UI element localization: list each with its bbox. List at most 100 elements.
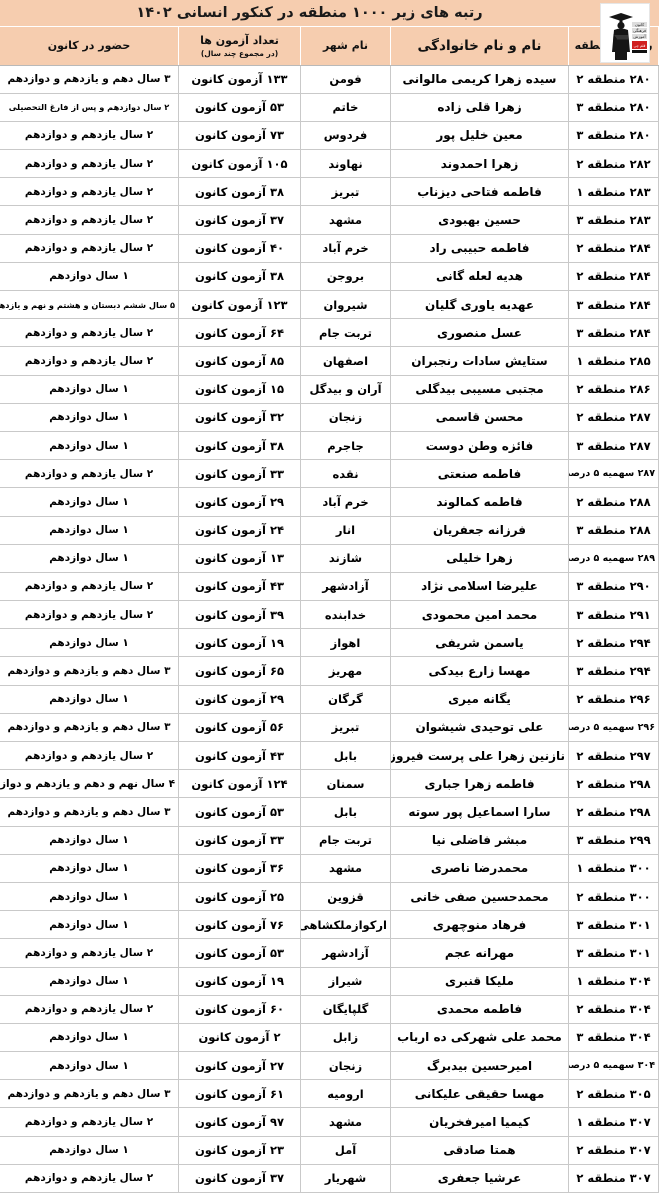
cell-exams: ۷۳ آزمون کانون xyxy=(178,120,301,151)
cell-name: زهرا قلی زاده xyxy=(390,92,569,122)
cell-name: ستایش سادات رنجبران xyxy=(390,346,569,376)
page-title: رتبه های زیر ۱۰۰۰ منطقه در کنکور انسانی … xyxy=(136,4,483,21)
table-row: ۲۸۰ منطقه ۳ زهرا قلی زاده خاتم ۵۳ آزمون کان… xyxy=(0,92,659,122)
cell-rank: ۳۰۵ منطقه ۲ xyxy=(568,1079,659,1109)
cell-years: ۲ سال یازدهم و دوازدهم xyxy=(0,1107,179,1137)
cell-years: ۱ سال دوازدهم xyxy=(0,1022,179,1053)
cell-name: فاطمه صنعتی xyxy=(390,459,569,489)
cell-rank: ۲۸۹ سهمیه ۵ درصد xyxy=(568,543,659,573)
header-row: رتبه در منطقه نام و نام خانوادگی نام شهر… xyxy=(0,27,659,66)
cell-name: فاطمه کمالوند xyxy=(390,487,569,517)
table-row: ۲۸۳ منطقه ۱ فاطمه فتاحی دیزناب تبریز ۳۸ آزم… xyxy=(0,177,659,207)
table-row: ۳۰۵ منطقه ۲ مهسا حقیقی علیکانی ارومیه ۶۱ آز… xyxy=(0,1079,659,1109)
cell-city: شازند xyxy=(300,543,391,573)
cell-years: ۲ سال یازدهم و دوازدهم xyxy=(0,994,179,1024)
cell-name: عهدیه یاوری گلیان xyxy=(390,289,569,320)
kanoon-logo-icon: کانون فرهنگی آموزش قلم چی xyxy=(601,4,649,62)
cell-exams: ۶۵ آزمون کانون xyxy=(178,656,301,686)
cell-rank: ۲۸۷ منطقه ۳ xyxy=(568,430,659,461)
cell-name: فاطمه فتاحی دیزناب xyxy=(390,177,569,207)
cell-name: عسل منصوری xyxy=(390,318,569,348)
svg-text:فرهنگی: فرهنگی xyxy=(633,28,646,33)
table-row: ۲۹۴ منطقه ۳ مهسا زارع بیدکی مهریز ۶۵ آزمون … xyxy=(0,656,659,686)
cell-exams: ۳۶ آزمون کانون xyxy=(178,853,301,883)
cell-rank: ۳۰۱ منطقه ۳ xyxy=(568,910,659,940)
cell-years: ۱ سال دوازدهم xyxy=(0,515,179,545)
svg-text:آموزش: آموزش xyxy=(633,34,646,39)
cell-years: ۲ سال یازدهم و دوازدهم xyxy=(0,459,179,489)
cell-rank: ۳۰۰ منطقه ۱ xyxy=(568,853,659,883)
cell-rank: ۲۸۷ منطقه ۲ xyxy=(568,402,659,432)
cell-city: مشهد xyxy=(300,1107,391,1137)
cell-years: ۱ سال دوازدهم xyxy=(0,402,179,432)
cell-rank: ۳۰۴ منطقه ۳ xyxy=(568,1022,659,1053)
cell-city: فردوس xyxy=(300,120,391,151)
cell-rank: ۳۰۰ منطقه ۲ xyxy=(568,881,659,912)
cell-rank: ۲۸۵ منطقه ۱ xyxy=(568,346,659,376)
cell-city: بروجن xyxy=(300,261,391,292)
cell-city: خرم آباد xyxy=(300,487,391,517)
cell-name: مجتبی مسیبی بیدگلی xyxy=(390,374,569,404)
table-row: ۲۹۰ منطقه ۳ علیرضا اسلامی نژاد آزادشهر ۴۳ آ… xyxy=(0,571,659,602)
cell-exams: ۲۳ آزمون کانون xyxy=(178,1135,301,1165)
table-row: ۳۰۴ منطقه ۱ ملیکا قنبری شیراز ۱۹ آزمون کانو… xyxy=(0,966,659,996)
cell-name: زهرا خلیلی xyxy=(390,543,569,573)
cell-exams: ۲۹ آزمون کانون xyxy=(178,684,301,714)
cell-name: امیرحسین بیدبرگ xyxy=(390,1051,569,1081)
cell-rank: ۳۰۷ منطقه ۲ xyxy=(568,1163,659,1193)
table-row: ۳۰۷ منطقه ۲ عرشیا جعفری شهریار ۳۷ آزمون کان… xyxy=(0,1163,659,1193)
cell-name: عرشیا جعفری xyxy=(390,1163,569,1193)
cell-city: آران و بیدگل xyxy=(300,374,391,404)
cell-name: فاطمه محمدی xyxy=(390,994,569,1024)
cell-city: مشهد xyxy=(300,853,391,883)
cell-years: ۲ سال یازدهم و دوازدهم xyxy=(0,1163,179,1193)
cell-exams: ۲۵ آزمون کانون xyxy=(178,881,301,912)
table-row: ۳۰۷ منطقه ۲ همتا صادقی آمل ۲۳ آزمون کانون ۱ … xyxy=(0,1135,659,1165)
cell-name: هدیه لعله گانی xyxy=(390,261,569,292)
cell-exams: ۸۵ آزمون کانون xyxy=(178,346,301,376)
cell-exams: ۴۰ آزمون کانون xyxy=(178,233,301,263)
kanoon-logo: کانون فرهنگی آموزش قلم چی xyxy=(600,3,650,63)
table-row: ۲۹۸ منطقه ۲ سارا اسماعیل پور سوته بابل ۵۳ آ… xyxy=(0,797,659,827)
cell-rank: ۲۹۰ منطقه ۳ xyxy=(568,571,659,602)
cell-exams: ۳۳ آزمون کانون xyxy=(178,825,301,855)
cell-name: نازنین زهرا علی پرست فیروزجائی xyxy=(390,740,569,771)
cell-name: سیده زهرا کریمی مالوانی xyxy=(390,64,569,94)
table-row: ۳۰۰ منطقه ۲ محمدحسین صفی خانی قزوین ۲۵ آزمو… xyxy=(0,881,659,912)
cell-years: ۱ سال دوازدهم xyxy=(0,430,179,461)
table-row: ۲۸۷ منطقه ۲ محسن قاسمی زنجان ۳۲ آزمون کانون… xyxy=(0,402,659,432)
cell-exams: ۳۳ آزمون کانون xyxy=(178,459,301,489)
cell-city: انار xyxy=(300,515,391,545)
cell-name: محمدرضا ناصری xyxy=(390,853,569,883)
column-header-exams-sublabel: (در مجموع چند سال) xyxy=(200,48,279,58)
cell-city: زابل xyxy=(300,1022,391,1053)
cell-name: معین خلیل پور xyxy=(390,120,569,151)
cell-rank: ۲۹۴ منطقه ۲ xyxy=(568,628,659,658)
cell-rank: ۲۸۴ منطقه ۲ xyxy=(568,261,659,292)
cell-name: یگانه میری xyxy=(390,684,569,714)
cell-city: آمل xyxy=(300,1135,391,1165)
cell-years: ۱ سال دوازدهم xyxy=(0,881,179,912)
cell-city: خرم آباد xyxy=(300,233,391,263)
table-row: ۲۸۲ منطقه ۲ زهرا احمدوند نهاوند ۱۰۵ آزمون ک… xyxy=(0,149,659,179)
cell-rank: ۲۹۸ منطقه ۲ xyxy=(568,797,659,827)
cell-exams: ۱۲۴ آزمون کانون xyxy=(178,769,301,799)
cell-exams: ۳۸ آزمون کانون xyxy=(178,430,301,461)
cell-years: ۱ سال دوازدهم xyxy=(0,1051,179,1081)
cell-exams: ۱۰۵ آزمون کانون xyxy=(178,149,301,179)
cell-city: خاتم xyxy=(300,92,391,122)
cell-years: ۱ سال دوازدهم xyxy=(0,261,179,292)
cell-years: ۲ سال یازدهم و دوازدهم xyxy=(0,149,179,179)
cell-city: خدابنده xyxy=(300,600,391,630)
cell-rank: ۲۸۲ منطقه ۲ xyxy=(568,149,659,179)
cell-name: زهرا احمدوند xyxy=(390,149,569,179)
table-row: ۲۸۴ منطقه ۳ عسل منصوری تربت جام ۶۴ آزمون کا… xyxy=(0,318,659,348)
table-row: ۲۸۰ منطقه ۳ معین خلیل پور فردوس ۷۳ آزمون کا… xyxy=(0,120,659,151)
cell-rank: ۲۹۶ سهمیه ۵ درصد xyxy=(568,712,659,743)
cell-years: ۳ سال دهم و یازدهم و دوازدهم xyxy=(0,712,179,743)
column-header-name-label: نام و نام خانوادگی xyxy=(417,37,542,54)
